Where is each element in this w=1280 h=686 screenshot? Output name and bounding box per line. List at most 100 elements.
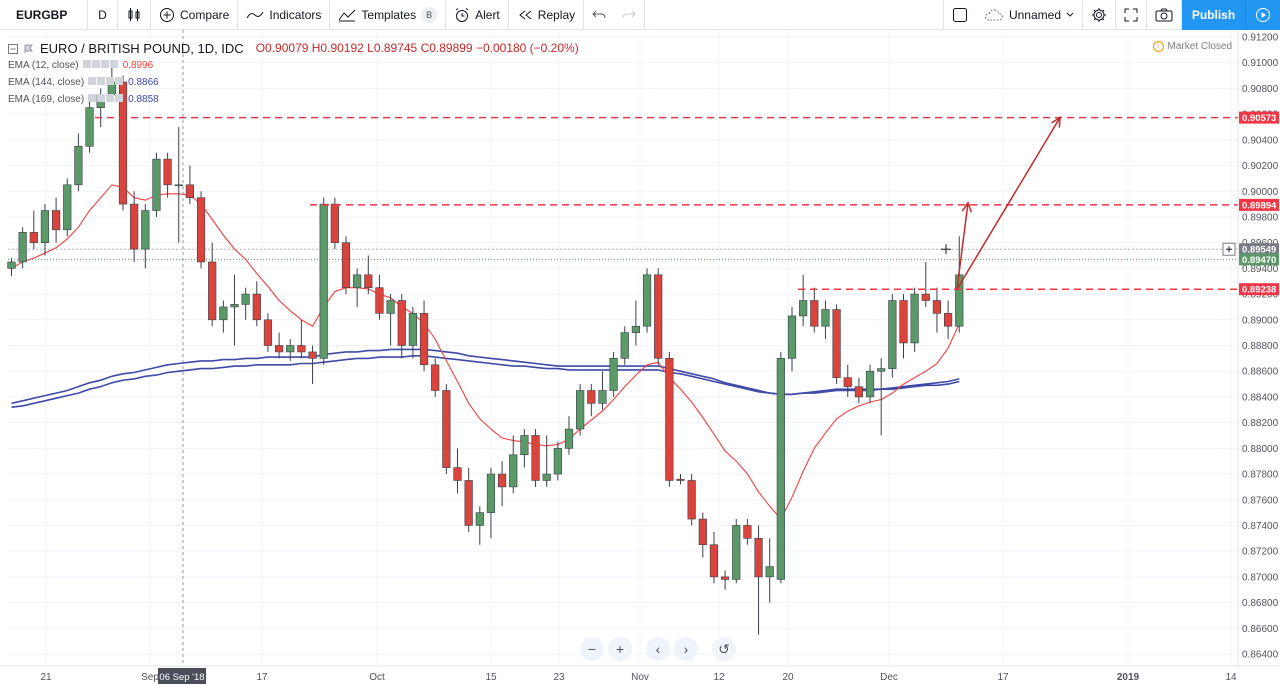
symbol-search[interactable]: EURGBP xyxy=(0,0,88,30)
candle-body xyxy=(943,313,953,327)
candle-body xyxy=(509,454,518,488)
reset-chart-button[interactable]: ↺ xyxy=(712,637,736,661)
candle-body xyxy=(955,274,964,327)
fullscreen-button[interactable] xyxy=(1116,0,1147,30)
price-tick-label: 0.87600 xyxy=(1242,495,1279,506)
compare-label: Compare xyxy=(180,7,230,22)
candle xyxy=(787,306,797,372)
candle xyxy=(921,261,930,307)
candle xyxy=(497,461,507,507)
plus-circle-icon xyxy=(160,7,174,22)
candle xyxy=(609,351,618,397)
candle xyxy=(754,525,763,635)
ema144-line xyxy=(11,348,960,405)
publish-video-button[interactable] xyxy=(1246,0,1280,30)
candle xyxy=(776,351,785,584)
candle-body xyxy=(252,293,261,321)
ema-controls[interactable] xyxy=(88,91,124,108)
redo-button[interactable] xyxy=(614,0,646,30)
candle-body xyxy=(141,210,150,250)
candle-body xyxy=(330,203,339,243)
candle-body xyxy=(821,309,830,327)
chart-type-button[interactable] xyxy=(118,0,151,30)
candle xyxy=(252,281,261,327)
candle xyxy=(397,294,406,359)
candle xyxy=(51,197,61,243)
zoom-out-button[interactable]: − xyxy=(580,637,604,661)
candle xyxy=(531,429,540,487)
settings-button[interactable] xyxy=(1083,0,1116,30)
price-chart[interactable]: 0.86400 0.86600 0.86800 0.87000 0.87200 0.874… xyxy=(0,30,1280,686)
publish-button[interactable]: Publish xyxy=(1182,0,1246,30)
candle xyxy=(732,519,741,584)
time-tick-label: 23 xyxy=(553,672,565,683)
ema-value: 0.8866 xyxy=(128,77,159,88)
candle-body xyxy=(341,242,351,288)
candle xyxy=(364,255,373,295)
templates-icon xyxy=(338,9,356,21)
candle-body xyxy=(542,473,551,481)
candle-body xyxy=(665,358,674,481)
price-tick-label: 0.88400 xyxy=(1242,392,1279,403)
candle-body xyxy=(319,203,328,359)
candle xyxy=(263,313,273,352)
candle xyxy=(542,435,551,487)
candle xyxy=(888,294,897,378)
candle xyxy=(654,268,663,365)
candle xyxy=(553,441,562,481)
candle-body xyxy=(899,300,908,344)
candle-body xyxy=(810,300,819,327)
candle-body xyxy=(843,377,852,387)
candle-body xyxy=(877,368,886,372)
candle-body xyxy=(564,428,574,449)
clock-warning-icon: ! xyxy=(1152,41,1164,52)
time-tick-label: 17 xyxy=(256,672,268,683)
scroll-left-button[interactable]: ‹ xyxy=(646,637,670,661)
candle xyxy=(241,287,250,320)
interval-select[interactable]: D xyxy=(88,0,118,30)
candle-body xyxy=(609,358,618,391)
ema-legend-144[interactable]: EMA (144, close) 0.8866 xyxy=(8,74,579,91)
price-tick-label: 0.90000 xyxy=(1242,187,1279,198)
candle xyxy=(442,384,451,475)
symbol-label: EURGBP xyxy=(16,7,68,22)
high-value: H0.90192 xyxy=(311,41,364,55)
candle xyxy=(854,377,863,404)
candle-body xyxy=(497,473,507,488)
candle-body xyxy=(865,370,875,398)
ema-legend-169[interactable]: EMA (169, close) 0.8858 xyxy=(8,91,579,108)
candle xyxy=(509,435,518,494)
compare-button[interactable]: Compare xyxy=(151,0,239,30)
zoom-in-button[interactable]: + xyxy=(608,637,632,661)
indicators-button[interactable]: Indicators xyxy=(238,0,331,30)
ema-controls[interactable] xyxy=(82,57,119,74)
chevron-down-icon xyxy=(1066,12,1074,17)
candle xyxy=(274,332,284,359)
ema-legend-12[interactable]: EMA (12, close) 0.8996 xyxy=(8,57,579,74)
layout-checkbox[interactable] xyxy=(944,0,976,30)
collapse-icon[interactable] xyxy=(8,43,18,54)
replay-button[interactable]: Replay xyxy=(509,0,585,30)
scroll-right-button[interactable]: › xyxy=(674,637,698,661)
indicator-wave-icon xyxy=(246,11,264,18)
alert-button[interactable]: Alert xyxy=(446,0,509,30)
candle-body xyxy=(40,210,50,243)
top-toolbar: EURGBP D Compare Indicators Templates B … xyxy=(0,0,1280,30)
series-title: EURO / BRITISH POUND, 1D, IDC xyxy=(40,41,244,56)
candle-body xyxy=(531,435,540,481)
snapshot-button[interactable] xyxy=(1147,0,1182,30)
layout-name-button[interactable]: Unnamed xyxy=(976,0,1083,30)
undo-button[interactable] xyxy=(584,0,614,30)
fullscreen-icon xyxy=(1124,8,1138,21)
templates-badge: B xyxy=(421,6,438,23)
ema-label: EMA (144, close) xyxy=(8,77,85,88)
time-tick-label: 14 xyxy=(1225,672,1237,683)
price-tick-label: 0.86600 xyxy=(1242,624,1279,635)
ema-controls[interactable] xyxy=(88,74,124,91)
candle-body xyxy=(219,306,228,321)
candle-body xyxy=(888,300,897,369)
chart-legend: EURO / BRITISH POUND, 1D, IDC O0.90079 H… xyxy=(8,40,579,108)
templates-button[interactable]: Templates B xyxy=(330,0,447,30)
price-tick-label: 0.88800 xyxy=(1242,341,1279,352)
low-value: L0.89745 xyxy=(367,41,418,55)
